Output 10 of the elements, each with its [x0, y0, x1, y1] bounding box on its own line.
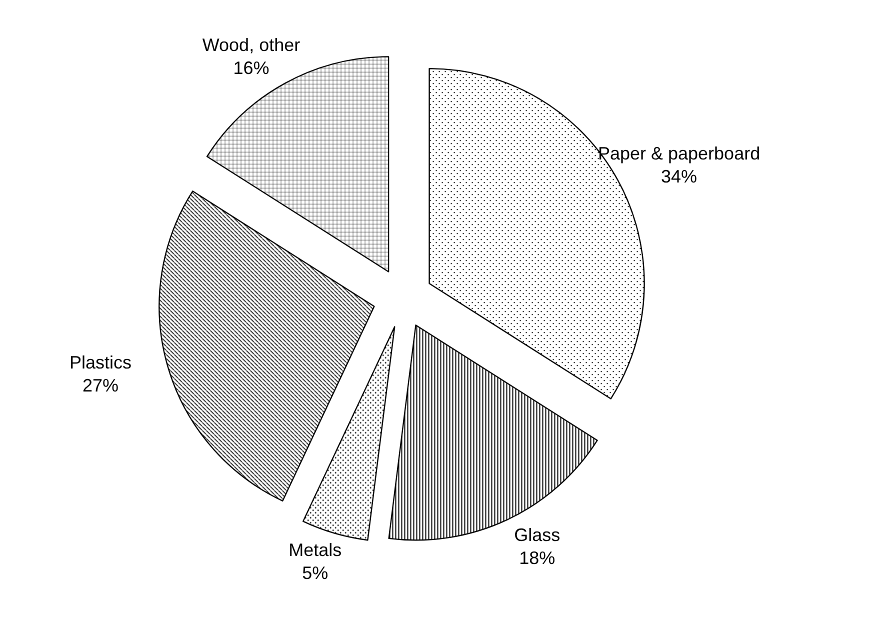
slice-label: Metals	[288, 540, 342, 560]
slice-label: Plastics	[70, 352, 132, 373]
slice-label: Glass	[514, 524, 560, 545]
data-label: 34%	[661, 166, 698, 187]
data-label: 16%	[233, 58, 270, 78]
data-label: 18%	[519, 548, 556, 568]
slice-label: Wood, other	[202, 35, 300, 56]
data-label: 5%	[302, 563, 328, 584]
data-label: 27%	[82, 376, 119, 396]
slice-label: Paper & paperboard	[598, 144, 760, 164]
